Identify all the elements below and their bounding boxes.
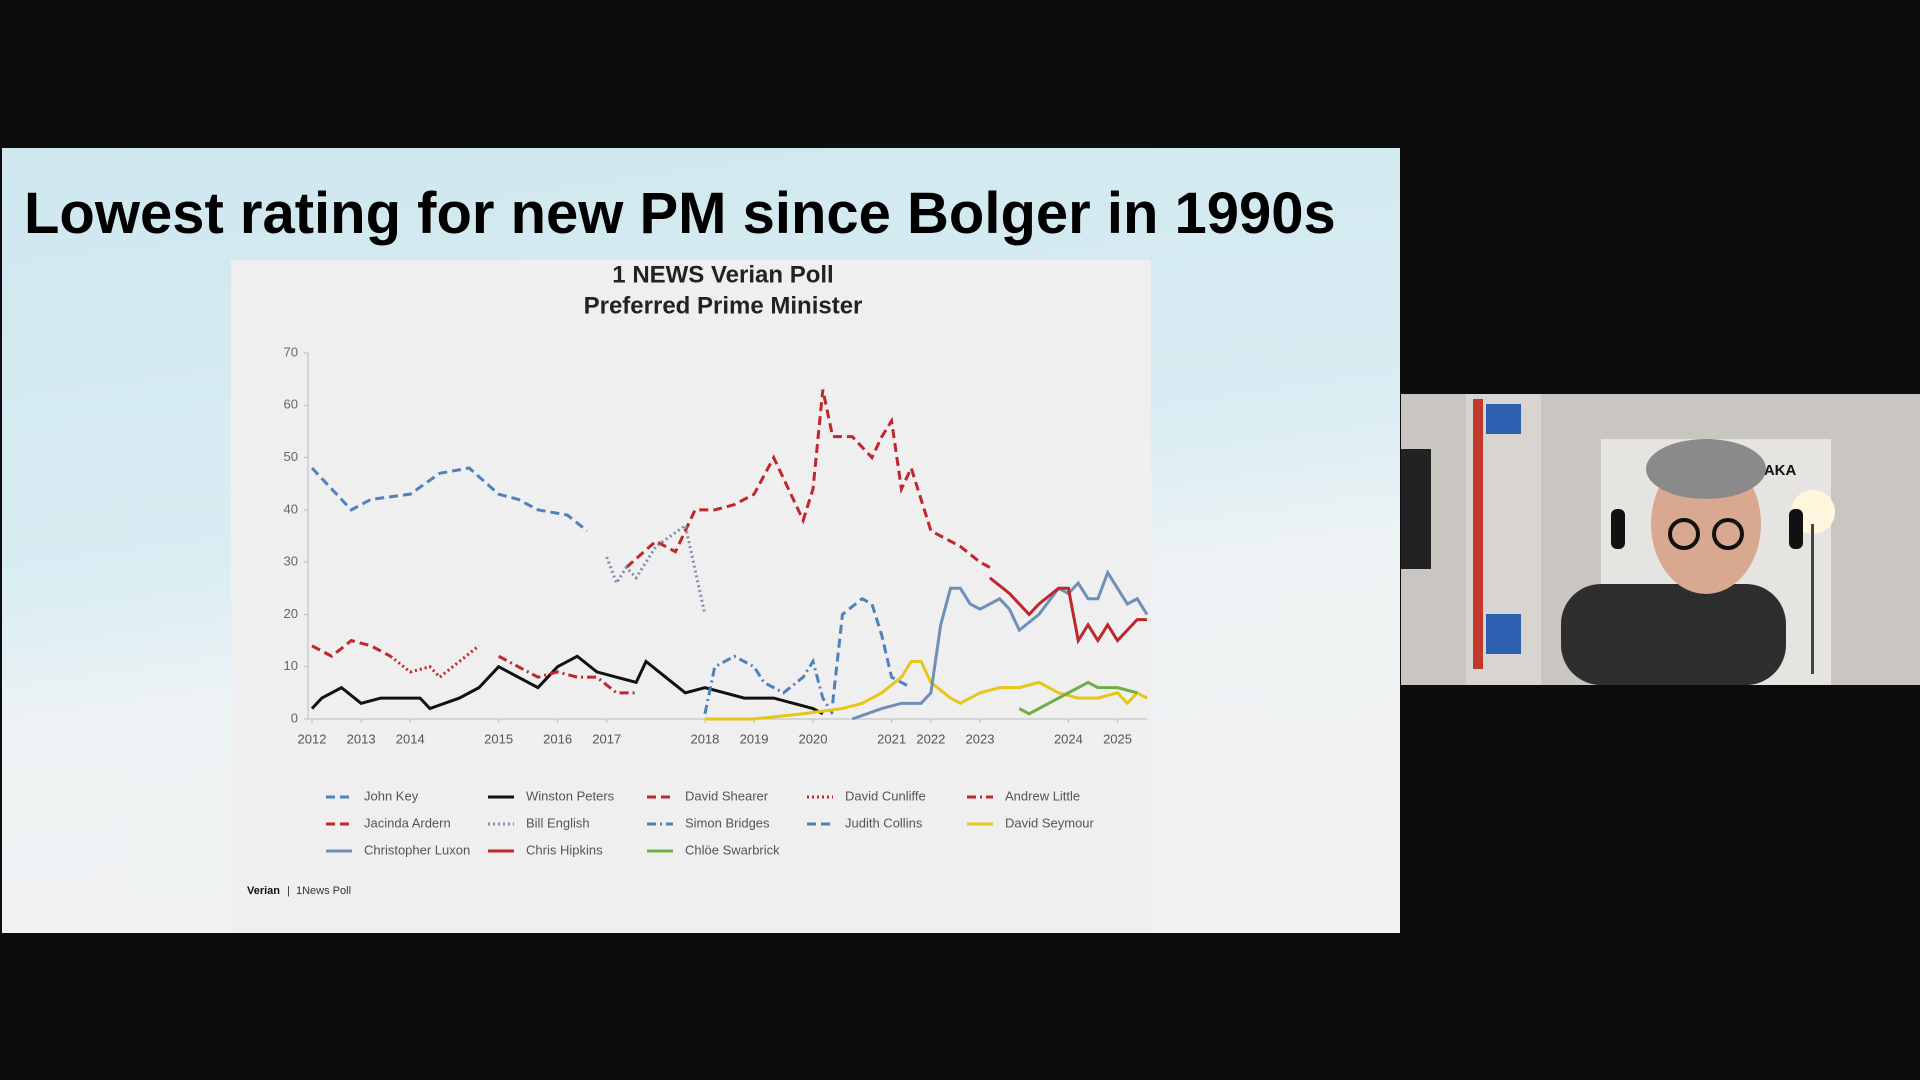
y-tick-label: 30 xyxy=(284,554,298,569)
x-tick-label: 2018 xyxy=(690,731,719,746)
slide-title: Lowest rating for new PM since Bolger in… xyxy=(24,181,1336,246)
source-separator: | xyxy=(287,885,290,897)
x-tick-label: 2025 xyxy=(1103,731,1132,746)
webcam: KAKA xyxy=(1401,394,1920,685)
headphone xyxy=(1611,509,1625,549)
legend-label: Simon Bridges xyxy=(685,815,770,830)
legend-label: Judith Collins xyxy=(845,815,923,830)
legend-label: Jacinda Ardern xyxy=(364,815,451,830)
legend-label: Winston Peters xyxy=(526,788,615,803)
legend-label: Chlöe Swarbrick xyxy=(685,842,780,857)
series-line xyxy=(851,569,1149,721)
series-line xyxy=(310,654,824,716)
y-tick-label: 10 xyxy=(284,658,298,673)
series-line xyxy=(831,596,912,704)
x-tick-label: 2014 xyxy=(396,731,425,746)
x-tick-label: 2021 xyxy=(877,731,906,746)
series-line xyxy=(625,389,991,569)
chart: 1 NEWS Verian Poll Preferred Prime Minis… xyxy=(231,260,1151,932)
torso xyxy=(1561,584,1786,685)
legend-label: Christopher Luxon xyxy=(364,842,470,857)
series-line xyxy=(605,523,707,615)
hair xyxy=(1646,439,1766,499)
legend-label: David Shearer xyxy=(685,788,769,803)
chart-title: 1 NEWS Verian Poll xyxy=(612,261,833,288)
x-tick-label: 2016 xyxy=(543,731,572,746)
glasses xyxy=(1668,518,1700,550)
y-tick-label: 50 xyxy=(284,449,298,464)
series-line xyxy=(311,638,392,659)
x-tick-label: 2019 xyxy=(740,731,769,746)
x-tick-label: 2015 xyxy=(484,731,513,746)
y-tick-label: 40 xyxy=(284,501,298,516)
series-line xyxy=(1018,680,1138,716)
glass-blue xyxy=(1486,404,1521,434)
x-tick-label: 2013 xyxy=(347,731,376,746)
frame xyxy=(1401,449,1431,569)
series-line xyxy=(310,466,588,532)
slide: Lowest rating for new PM since Bolger in… xyxy=(2,148,1400,933)
y-tick-label: 60 xyxy=(284,397,298,412)
series-line xyxy=(704,659,1148,721)
series-line xyxy=(389,644,480,680)
legend-label: John Key xyxy=(364,788,419,803)
x-tick-label: 2023 xyxy=(966,731,995,746)
x-tick-label: 2017 xyxy=(592,731,621,746)
x-tick-label: 2012 xyxy=(298,731,327,746)
source-brand: Verian xyxy=(247,885,280,897)
source-text: 1News Poll xyxy=(296,885,351,897)
x-tick-label: 2020 xyxy=(799,731,828,746)
x-tick-label: 2022 xyxy=(916,731,945,746)
legend-label: David Cunliffe xyxy=(845,788,926,803)
chart-subtitle: Preferred Prime Minister xyxy=(584,292,863,319)
glass-blue xyxy=(1486,614,1521,654)
headphone xyxy=(1789,509,1803,549)
series-line xyxy=(703,654,834,715)
lamp-stand xyxy=(1811,524,1814,674)
series-line xyxy=(497,654,637,695)
series-line xyxy=(988,576,1147,645)
glass-red xyxy=(1473,399,1483,669)
y-tick-label: 0 xyxy=(291,710,298,725)
y-tick-label: 20 xyxy=(284,606,298,621)
legend-label: Bill English xyxy=(526,815,590,830)
x-tick-label: 2024 xyxy=(1054,731,1083,746)
legend-label: David Seymour xyxy=(1005,815,1095,830)
glasses xyxy=(1712,518,1744,550)
y-tick-label: 70 xyxy=(284,344,298,359)
legend-label: Andrew Little xyxy=(1005,788,1080,803)
chart-background xyxy=(231,260,1151,932)
legend-label: Chris Hipkins xyxy=(526,842,603,857)
